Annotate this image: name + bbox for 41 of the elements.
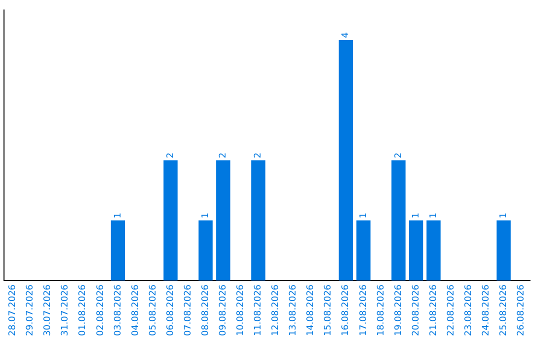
data-label: 1 [113, 212, 124, 218]
x-tick-label: 18.08.2026 [376, 284, 386, 336]
data-label: 4 [341, 32, 352, 38]
x-tick-label: 04.08.2026 [130, 284, 141, 336]
data-label: 1 [499, 212, 510, 218]
x-tick-label: 31.07.2026 [60, 284, 71, 336]
x-tick-label: 23.08.2026 [464, 284, 474, 336]
x-tick-label: 21.08.2026 [428, 284, 439, 336]
data-label: 1 [411, 212, 422, 218]
x-tick-label: 20.08.2026 [411, 284, 422, 336]
x-tick-label: 16.08.2026 [341, 284, 352, 336]
x-tick-label: 08.08.2026 [200, 284, 211, 336]
x-tick-label: 30.07.2026 [43, 284, 54, 336]
x-tick-label: 05.08.2026 [148, 284, 158, 336]
x-tick-label: 12.08.2026 [271, 284, 282, 336]
x-tick-label: 01.08.2026 [78, 284, 88, 336]
data-label: 2 [254, 152, 264, 158]
x-tick-label: 29.07.2026 [26, 284, 36, 336]
data-label: 2 [394, 152, 404, 158]
data-label: 2 [218, 152, 229, 158]
x-tick-label: 02.08.2026 [96, 284, 106, 336]
x-tick-label: 09.08.2026 [218, 284, 229, 336]
data-label: 2 [166, 152, 176, 158]
x-tick-label: 17.08.2026 [358, 284, 369, 336]
x-tick-label: 15.08.2026 [324, 284, 334, 336]
data-label: 1 [200, 212, 211, 218]
x-tick-label: 19.08.2026 [394, 284, 404, 336]
x-tick-label: 03.08.2026 [113, 284, 124, 336]
x-tick-label: 06.08.2026 [166, 284, 176, 336]
x-tick-label: 07.08.2026 [183, 284, 194, 336]
x-tick-label: 13.08.2026 [288, 284, 299, 336]
x-tick-label: 24.08.2026 [482, 284, 492, 336]
data-label: 1 [428, 212, 439, 218]
x-tick-label: 10.08.2026 [236, 284, 246, 336]
x-tick-label: 22.08.2026 [446, 284, 456, 336]
x-tick-label: 25.08.2026 [499, 284, 510, 336]
x-tick-label: 11.08.2026 [254, 284, 264, 336]
x-tick-label: 28.07.2026 [8, 284, 18, 336]
data-label: 1 [358, 212, 369, 218]
x-tick-label: 26.08.2026 [516, 284, 527, 336]
x-tick-label: 14.08.2026 [306, 284, 316, 336]
